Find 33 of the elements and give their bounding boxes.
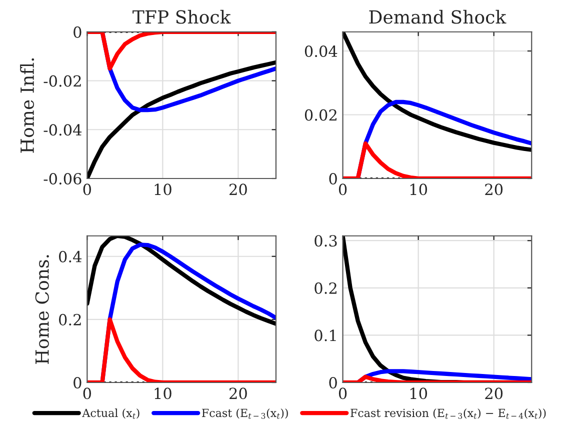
x-tick-label: 0 (338, 184, 347, 196)
x-tick-label: 20 (230, 184, 247, 196)
legend-label: Fcast (E$_{t−3}$(x$_{t}$)) (202, 408, 288, 419)
y-tick-label: 0.4 (59, 250, 82, 262)
x-tick-label: 20 (230, 388, 247, 400)
y-tick-label: -0.06 (44, 172, 82, 185)
y-tick-label: 0.3 (314, 235, 337, 247)
text: Fcast revision (E$_{t−3}$(x$_{t}$) − E$_{t−4}$(x$_{t}$)) (350, 408, 546, 419)
x-tick-label: 10 (154, 184, 172, 196)
x-tick-label: 0 (83, 184, 91, 196)
y-tick-label: 0 (329, 376, 337, 389)
x-tick-label: 10 (410, 388, 428, 400)
y-tick-label: 0 (329, 172, 337, 185)
y-axis-title: Home Cons. (35, 255, 49, 364)
x-tick-label: 20 (485, 184, 503, 196)
y-tick-label: -0.02 (44, 75, 81, 87)
y-tick-label: 0.02 (304, 109, 336, 121)
y-axis-title: Home Infl. (20, 58, 34, 153)
y-tick-label: 0.1 (314, 330, 336, 342)
y-tick-label: 0.2 (59, 314, 81, 326)
y-tick-label: 0.04 (304, 45, 338, 58)
x-tick-label: 10 (410, 184, 428, 196)
y-tick-label: 0.2 (314, 282, 336, 294)
y-tick-label: 0 (74, 26, 82, 38)
x-tick-label: 0 (83, 388, 91, 400)
x-tick-label: 20 (485, 388, 503, 400)
chart-title: Demand Shock (369, 10, 506, 24)
x-tick-label: 10 (154, 388, 172, 400)
legend-label: Actual (x$_{t}$) (82, 408, 140, 419)
y-tick-label: -0.04 (44, 124, 82, 136)
chart-title: TFP Shock (132, 10, 231, 24)
y-tick-label: 0 (74, 376, 82, 389)
x-tick-label: 0 (338, 388, 347, 400)
